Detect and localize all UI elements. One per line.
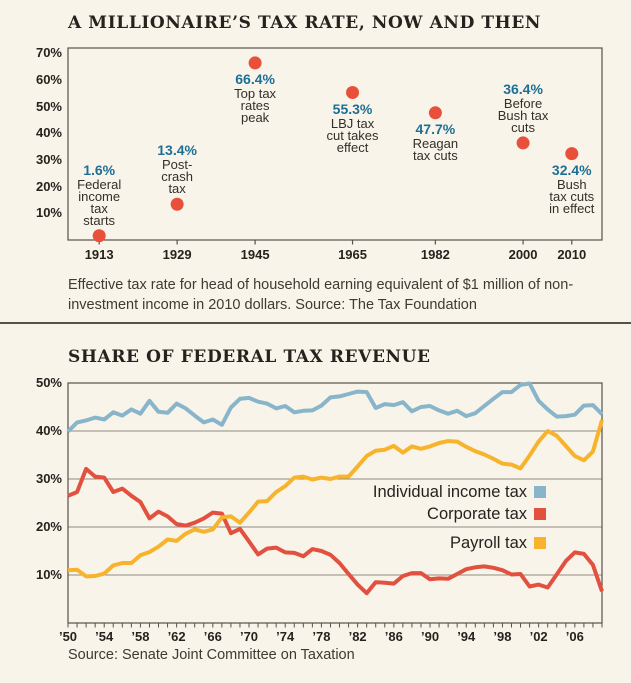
annotation-line: Federal	[77, 176, 122, 192]
point-annotation-1913: 1.6% Federal income tax starts	[77, 163, 121, 227]
data-point-1965	[346, 86, 360, 100]
annotation-line: Top tax	[234, 85, 277, 101]
data-point-2010	[565, 147, 579, 161]
annotation-line: cut takes	[326, 127, 379, 143]
legend-label: Corporate tax	[427, 504, 527, 523]
annotation-value: 36.4%	[503, 80, 543, 97]
chart2-x-tick-label: ’66	[203, 629, 222, 644]
caption-line-2: investment income in 2010 dollars. Sourc…	[68, 297, 477, 313]
point-annotation-2000: 36.4% Before Bush tax cuts	[498, 82, 549, 134]
annotation-value: 13.4%	[157, 142, 197, 159]
legend-swatch	[534, 486, 546, 498]
chart2-x-tick-label: ’70	[239, 629, 259, 644]
chart1-y-tick-label: 40%	[35, 125, 62, 141]
chart1-x-tick-label: 1913	[84, 247, 114, 262]
annotation-line: Bush	[556, 176, 587, 192]
chart2-x-tick-label: ’86	[384, 629, 403, 644]
chart1-y-tick-label: 50%	[35, 98, 62, 114]
annotation-line: tax cuts	[549, 188, 595, 204]
chart1-frame	[67, 47, 603, 241]
annotation-value: 55.3%	[332, 100, 373, 117]
annotation-line: tax cuts	[412, 147, 458, 163]
chart2-y-tick-label: 10%	[35, 567, 62, 582]
chart2-x-tick-label: ’54	[95, 629, 114, 644]
chart2-x-tick-label: ’78	[312, 629, 331, 644]
series-line-payroll-tax	[67, 419, 604, 579]
chart1-y-tick-label: 60%	[35, 72, 62, 87]
chart2-x-tick-label: ’98	[493, 629, 512, 644]
chart2-source: Source: Senate Joint Committee on Taxati…	[68, 647, 355, 663]
legend-label: Individual income tax	[372, 482, 527, 501]
annotation-line: Post-	[161, 157, 193, 173]
legend-swatch	[534, 508, 546, 520]
chart2-x-tick-label: ’90	[420, 629, 440, 644]
annotation-value: 1.6%	[83, 161, 116, 178]
legend-swatch	[534, 537, 546, 549]
data-point-2000	[516, 136, 530, 150]
chart2-y-tick-label: 30%	[35, 471, 62, 486]
chart1-x-tick-label: 2010	[557, 247, 587, 262]
annotation-line: starts	[83, 212, 116, 228]
annotation-value: 47.7%	[415, 120, 456, 137]
annotation-line: effect	[336, 139, 369, 155]
chart2-x-tick-label: ’06	[565, 629, 584, 644]
series-line-individual-income-tax	[66, 381, 604, 433]
annotation-line: income	[78, 188, 121, 204]
point-annotation-1929: 13.4% Post-crash tax	[157, 143, 197, 195]
annotation-line: crash	[161, 169, 194, 185]
annotation-value: 66.4%	[235, 70, 275, 87]
chart1-x-tick-label: 1982	[420, 247, 450, 262]
point-annotation-2010: 32.4% Bush tax cuts in effect	[549, 163, 594, 215]
annotation-line: Bush tax	[497, 107, 549, 123]
chart1-x-tick-label: 2000	[508, 247, 538, 262]
data-point-1982	[428, 106, 442, 120]
legend-item-individual-income-tax: Individual income tax	[373, 482, 546, 502]
chart2-x-tick-label: ’94	[457, 629, 476, 644]
chart1-y-tick-label: 10%	[35, 205, 62, 221]
point-annotation-1982: 47.7% Reagan tax cuts	[413, 122, 459, 162]
chart2-title: SHARE OF FEDERAL TAX REVENUE	[68, 347, 431, 367]
point-annotation-1965: 55.3% LBJ tax cut takes effect	[327, 102, 379, 154]
chart1-y-tick-label: 30%	[35, 152, 62, 167]
annotation-line: rates	[240, 97, 270, 113]
chart1-x-tick-label: 1965	[338, 247, 367, 262]
annotation-value: 32.4%	[551, 161, 592, 178]
annotation-line: LBJ tax	[330, 115, 375, 131]
chart2-x-tick-label: ’82	[348, 629, 367, 644]
chart2-y-tick-label: 50%	[35, 375, 62, 390]
section-divider	[0, 322, 631, 324]
annotation-line: cuts	[511, 119, 535, 135]
annotation-line: peak	[240, 109, 270, 125]
chart2-x-tick-label: ’50	[58, 629, 78, 644]
annotation-line: Reagan	[412, 135, 459, 151]
series-line-corporate-tax	[67, 466, 604, 596]
chart1-title: A MILLIONAIRE’S TAX RATE, NOW AND THEN	[68, 13, 542, 33]
chart2-y-tick-label: 20%	[35, 519, 62, 534]
chart2-x-tick-label: ’74	[276, 629, 295, 644]
data-point-1913	[92, 229, 106, 243]
data-point-1929	[170, 197, 184, 211]
annotation-line: Before	[503, 95, 543, 111]
legend-item-payroll-tax: Payroll tax	[450, 533, 546, 553]
chart1-y-tick-label: 20%	[35, 178, 62, 194]
chart2-x-tick-label: ’02	[529, 629, 548, 644]
caption-line-1: Effective tax rate for head of household…	[68, 277, 574, 293]
point-annotation-1945: 66.4% Top tax rates peak	[234, 72, 276, 124]
annotation-line: in effect	[549, 200, 595, 216]
legend-item-corporate-tax: Corporate tax	[427, 504, 546, 524]
chart2-x-tick-label: ’62	[167, 629, 186, 644]
data-point-1945	[248, 56, 262, 70]
chart2-x-tick-label: ’58	[131, 629, 150, 644]
chart2-frame	[67, 382, 603, 624]
legend-label: Payroll tax	[449, 533, 527, 552]
chart1-caption: Effective tax rate for head of household…	[68, 275, 573, 315]
chart1-x-tick-label: 1929	[162, 247, 192, 262]
annotation-line: tax	[90, 200, 108, 216]
chart1-x-tick-label: 1945	[240, 247, 270, 262]
chart1-y-tick-label: 70%	[35, 45, 62, 61]
annotation-line: tax	[168, 181, 186, 197]
chart2-y-tick-label: 40%	[35, 423, 62, 438]
